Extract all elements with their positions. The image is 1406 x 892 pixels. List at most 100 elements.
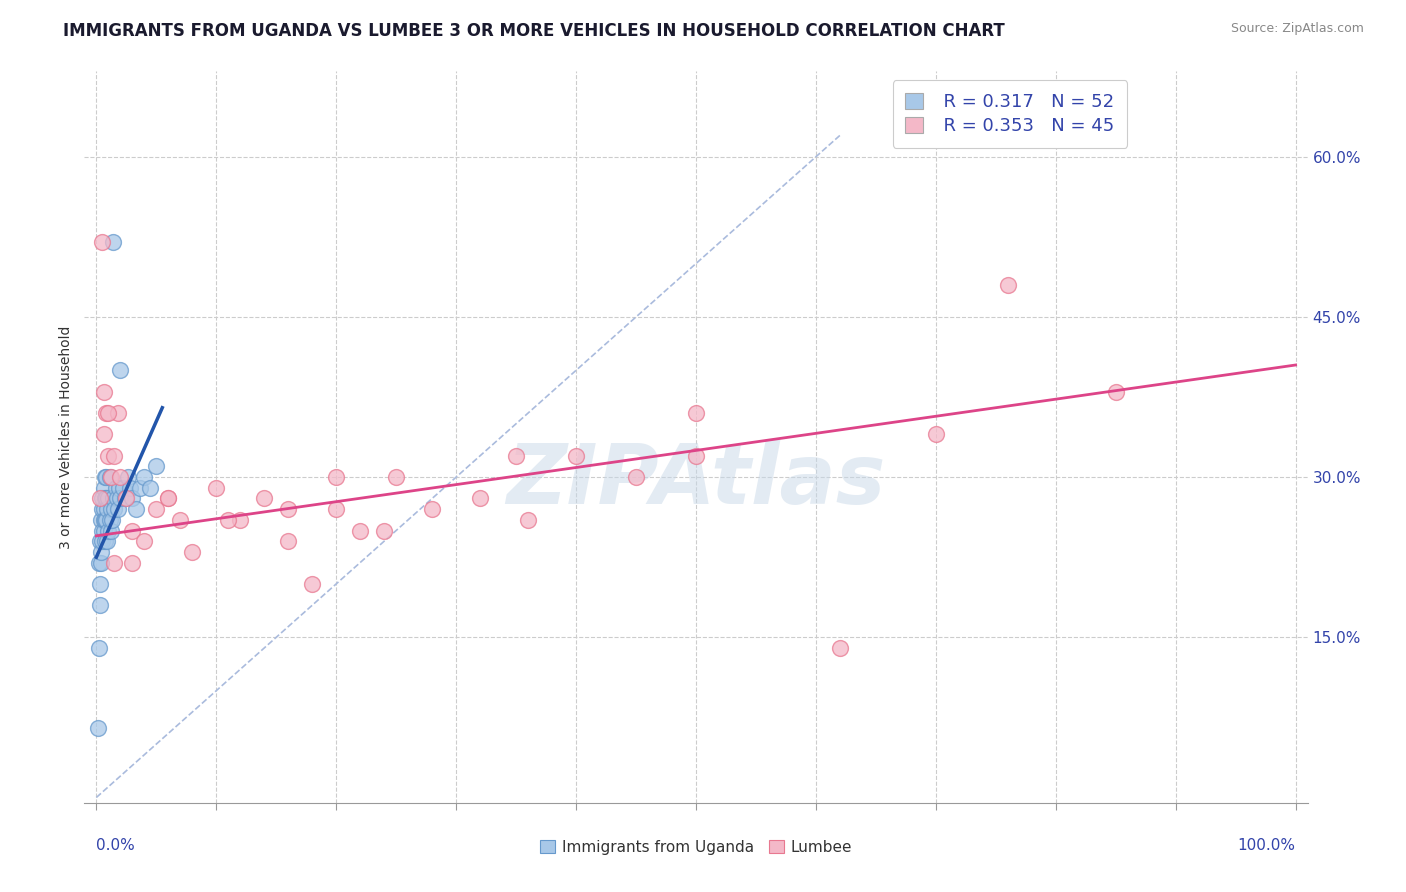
Point [90, 513, 112, 527]
Point [145, 502, 167, 516]
Point [91, 491, 114, 506]
Point [121, 556, 143, 570]
Point [115, 491, 138, 506]
Point [181, 545, 204, 559]
Point [101, 235, 124, 250]
Point [89, 491, 111, 506]
Point [139, 481, 162, 495]
Point [93, 513, 117, 527]
Point [101, 513, 124, 527]
Point [96, 502, 118, 516]
Point [121, 491, 143, 506]
Point [87, 640, 110, 655]
Point [169, 513, 191, 527]
Point [145, 459, 167, 474]
Point [93, 481, 115, 495]
Y-axis label: 3 or more Vehicles in Household: 3 or more Vehicles in Household [59, 326, 73, 549]
Point [997, 277, 1019, 292]
Point [90, 556, 112, 570]
Point [93, 513, 115, 527]
Point [125, 502, 148, 516]
Point [98, 470, 121, 484]
Point [100, 470, 122, 484]
Point [420, 502, 443, 516]
Point [93, 384, 115, 399]
Point [93, 491, 117, 506]
Point [103, 502, 125, 516]
Point [685, 449, 707, 463]
Point [97, 491, 120, 506]
Point [108, 481, 131, 495]
Text: 0.0%: 0.0% [97, 838, 135, 853]
Point [93, 524, 115, 538]
Text: Source: ZipAtlas.com: Source: ZipAtlas.com [1230, 22, 1364, 36]
Point [93, 427, 115, 442]
Point [205, 481, 228, 495]
Text: IMMIGRANTS FROM UGANDA VS LUMBEE 3 OR MORE VEHICLES IN HOUSEHOLD CORRELATION CHA: IMMIGRANTS FROM UGANDA VS LUMBEE 3 OR MO… [63, 22, 1005, 40]
Point [97, 406, 120, 420]
Point [157, 491, 180, 506]
Point [98, 513, 121, 527]
Point [94, 406, 117, 420]
Point [685, 406, 707, 420]
Point [253, 491, 276, 506]
Point [107, 502, 129, 516]
Point [91, 534, 114, 549]
Point [114, 491, 136, 506]
Point [385, 470, 408, 484]
Text: 100.0%: 100.0% [1237, 838, 1295, 853]
Point [103, 449, 125, 463]
Point [100, 524, 122, 538]
Point [301, 577, 323, 591]
Point [128, 481, 150, 495]
Point [505, 449, 527, 463]
Point [93, 534, 117, 549]
Point [117, 470, 139, 484]
Point [349, 524, 371, 538]
Point [93, 502, 115, 516]
Point [86, 721, 108, 735]
Point [110, 491, 132, 506]
Point [94, 513, 117, 527]
Point [134, 470, 156, 484]
Point [468, 491, 491, 506]
Point [101, 491, 124, 506]
Point [111, 481, 134, 495]
Point [103, 556, 125, 570]
Point [105, 491, 128, 506]
Point [118, 481, 141, 495]
Point [96, 534, 118, 549]
Point [87, 556, 110, 570]
Legend: Immigrants from Uganda, Lumbee: Immigrants from Uganda, Lumbee [534, 834, 858, 861]
Point [104, 481, 127, 495]
Point [373, 524, 395, 538]
Point [97, 524, 120, 538]
Point [100, 502, 122, 516]
Point [97, 449, 120, 463]
Point [828, 640, 851, 655]
Point [110, 363, 132, 377]
Point [277, 502, 299, 516]
Point [94, 470, 117, 484]
Point [229, 513, 252, 527]
Point [1105, 384, 1128, 399]
Point [110, 470, 132, 484]
Text: ZIPAtlas: ZIPAtlas [506, 441, 886, 522]
Point [89, 599, 111, 613]
Point [89, 577, 111, 591]
Point [624, 470, 647, 484]
Point [157, 491, 180, 506]
Point [121, 524, 143, 538]
Point [90, 545, 112, 559]
Point [565, 449, 588, 463]
Point [925, 427, 948, 442]
Point [217, 513, 239, 527]
Point [93, 470, 117, 484]
Point [325, 502, 347, 516]
Point [94, 491, 117, 506]
Point [325, 470, 347, 484]
Point [134, 534, 156, 549]
Point [107, 406, 129, 420]
Point [517, 513, 540, 527]
Point [91, 502, 114, 516]
